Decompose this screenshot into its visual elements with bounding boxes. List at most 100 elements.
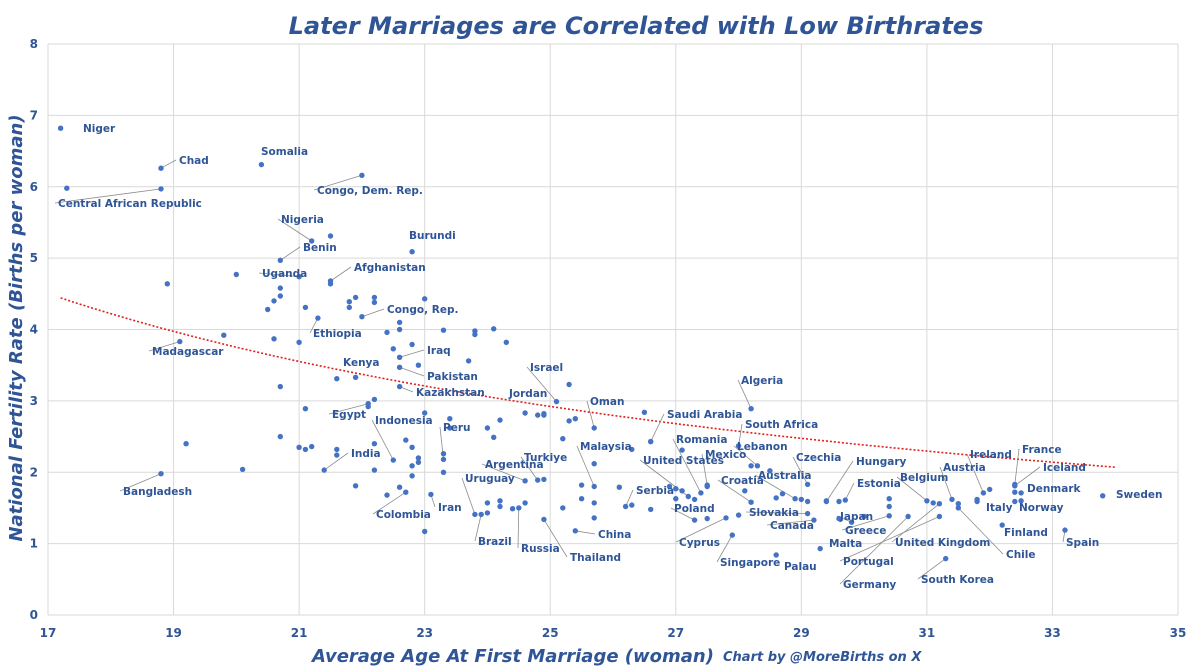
y-tick-label: 1 xyxy=(30,537,38,551)
point-label: Jordan xyxy=(508,388,547,400)
data-point xyxy=(447,425,453,431)
data-point xyxy=(823,498,830,505)
data-point xyxy=(440,456,447,463)
leader-line xyxy=(372,491,407,515)
data-point xyxy=(924,498,930,504)
data-point xyxy=(748,406,754,412)
x-tick-label: 21 xyxy=(291,626,308,640)
point-label: Germany xyxy=(843,579,896,591)
trendline xyxy=(60,297,1116,468)
leader-line xyxy=(896,476,928,502)
data-point xyxy=(629,502,635,508)
data-point xyxy=(591,461,597,467)
data-point xyxy=(535,412,541,418)
data-point xyxy=(352,294,359,301)
data-point xyxy=(371,396,378,403)
data-point xyxy=(1012,489,1018,495)
leader-line xyxy=(891,503,940,543)
data-point xyxy=(271,298,277,304)
point-label: Algeria xyxy=(741,375,783,387)
data-point xyxy=(886,503,892,510)
data-point xyxy=(472,511,478,518)
point-label: Uruguay xyxy=(465,473,515,485)
data-point xyxy=(516,505,522,511)
point-label: Singapore xyxy=(720,557,780,569)
data-point xyxy=(321,467,327,473)
leader-line xyxy=(738,423,743,446)
data-point xyxy=(679,447,685,453)
data-point xyxy=(277,293,283,299)
data-point xyxy=(233,271,239,278)
leader-line xyxy=(474,514,482,542)
data-point xyxy=(302,446,309,453)
point-label: Italy xyxy=(986,502,1013,514)
point-label: Central African Republic xyxy=(58,198,202,210)
data-point xyxy=(748,463,754,469)
y-tick-label: 4 xyxy=(30,323,38,337)
point-label: Palau xyxy=(784,561,817,573)
data-point xyxy=(327,278,334,284)
x-tick-label: 27 xyxy=(667,626,684,640)
trendline-layer xyxy=(60,297,1116,468)
data-point xyxy=(503,339,509,345)
point-label: Croatia xyxy=(721,475,764,487)
point-label: Congo, Dem. Rep. xyxy=(317,185,423,197)
leader-line xyxy=(1014,466,1041,487)
point-label: Estonia xyxy=(857,478,901,490)
data-point xyxy=(158,471,164,477)
leader-line xyxy=(917,558,946,580)
data-point xyxy=(396,364,403,370)
data-point xyxy=(591,483,597,490)
data-point xyxy=(691,517,698,523)
data-point xyxy=(622,503,629,510)
data-point xyxy=(553,398,560,405)
leader-line xyxy=(575,530,596,535)
data-point xyxy=(440,327,447,333)
data-point xyxy=(422,528,428,535)
point-label: Egypt xyxy=(332,409,366,421)
data-point xyxy=(472,328,478,334)
data-point xyxy=(974,498,980,505)
data-point xyxy=(535,477,541,483)
data-point xyxy=(541,516,547,523)
data-point xyxy=(409,341,415,348)
data-point xyxy=(842,497,848,503)
data-point xyxy=(748,499,754,505)
point-label: Austria xyxy=(943,462,986,474)
data-point xyxy=(409,463,415,469)
leader-line xyxy=(160,159,177,169)
data-point xyxy=(271,336,277,342)
data-point xyxy=(422,410,428,416)
leader-line xyxy=(717,479,752,503)
data-point xyxy=(735,443,742,449)
leader-line xyxy=(258,272,300,278)
data-point xyxy=(239,466,246,473)
data-point xyxy=(572,416,578,422)
point-label: Colombia xyxy=(376,509,431,521)
point-label: Hungary xyxy=(856,456,907,468)
point-label: Serbia xyxy=(636,485,674,497)
point-label: Kenya xyxy=(343,357,379,369)
point-label: Uganda xyxy=(262,268,307,280)
point-label: Malta xyxy=(829,538,862,550)
data-point xyxy=(359,172,365,178)
data-point xyxy=(440,451,447,457)
leader-line xyxy=(461,477,476,515)
point-label: South Africa xyxy=(745,419,818,431)
data-point xyxy=(309,238,315,244)
point-label: Chile xyxy=(1006,549,1036,561)
leader-line xyxy=(841,515,890,531)
data-point xyxy=(804,510,811,517)
point-label: Burundi xyxy=(409,230,456,242)
leader-line xyxy=(939,466,953,500)
leader-line xyxy=(399,349,425,358)
x-tick-label: 23 xyxy=(416,626,433,640)
data-point xyxy=(936,513,943,520)
data-point xyxy=(980,490,987,496)
point-label: Sweden xyxy=(1116,489,1163,501)
data-point xyxy=(415,459,422,465)
leader-line xyxy=(119,473,162,492)
leader-line xyxy=(371,419,394,461)
data-point xyxy=(183,441,189,447)
data-point xyxy=(522,410,528,416)
